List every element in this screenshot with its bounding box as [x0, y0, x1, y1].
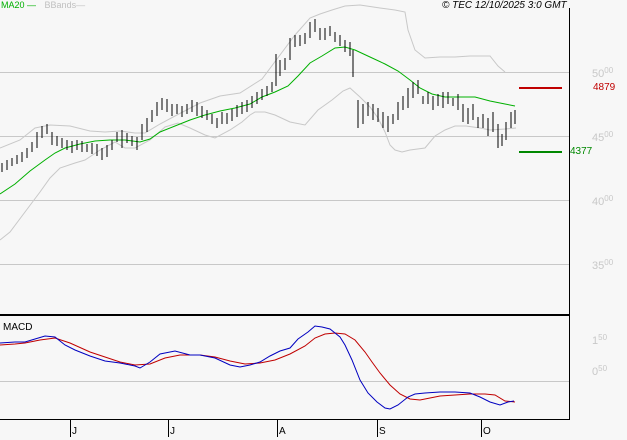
price-gridlines — [0, 72, 569, 265]
bollinger-lower-band — [0, 87, 517, 241]
copyright-timestamp: © TEC 12/10/2025 3:0 GMT — [442, 0, 567, 11]
legend-ma20-swatch: — — [24, 0, 37, 10]
x-axis-label-jun: J — [72, 426, 77, 437]
macd-panel-title: MACD — [3, 322, 33, 333]
support-level-label: 4377 — [570, 146, 593, 157]
price-axis-label-4500: 4500 — [592, 130, 614, 144]
price-axis-label-4000: 4000 — [592, 194, 614, 208]
macd-axis-label-150: 150 — [592, 333, 608, 347]
macd-axis-label-050: 050 — [592, 364, 608, 378]
x-axis-label-sep: S — [379, 426, 386, 437]
price-axis-label-5000: 5000 — [592, 66, 614, 80]
legend-bbands: BBands — [44, 0, 77, 10]
x-axis-label-jul: J — [170, 426, 175, 437]
ohlc-bars — [1, 19, 516, 172]
ma20-line — [0, 46, 516, 195]
x-axis-label-aug: A — [279, 426, 286, 437]
chart-legend: MA20 — BBands— — [1, 0, 85, 10]
x-axis-label-oct: O — [483, 426, 491, 437]
price-axis-label-3500: 3500 — [592, 258, 614, 272]
legend-ma20: MA20 — [1, 0, 25, 10]
resistance-level-label: 4879 — [593, 82, 616, 93]
macd-signal-line — [0, 332, 516, 403]
macd-line — [0, 325, 515, 410]
legend-bbands-swatch: — — [76, 0, 86, 10]
bollinger-upper-band — [0, 4, 506, 149]
